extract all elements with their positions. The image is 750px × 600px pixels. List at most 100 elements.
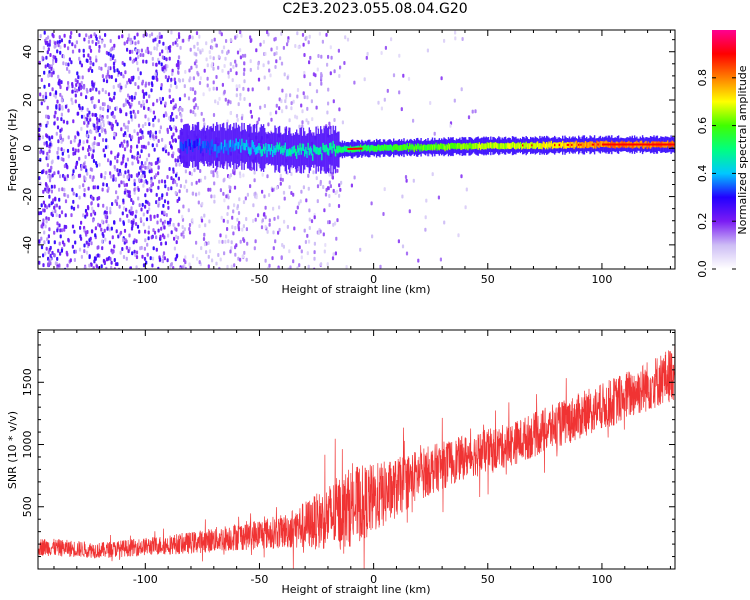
heatmap-cell bbox=[50, 189, 53, 194]
heatmap-cell bbox=[40, 203, 43, 208]
heatmap-cell bbox=[160, 241, 163, 246]
heatmap-cell bbox=[471, 143, 474, 150]
heatmap-cell bbox=[366, 145, 369, 152]
heatmap-cell bbox=[143, 106, 146, 110]
heatmap-cell bbox=[135, 209, 138, 214]
heatmap-cell bbox=[149, 51, 153, 56]
heatmap-cell bbox=[329, 45, 332, 50]
heatmap-cell bbox=[172, 98, 175, 103]
heatmap-cell bbox=[189, 76, 192, 81]
heatmap-cell bbox=[288, 149, 290, 157]
heatmap-cell bbox=[177, 176, 180, 181]
heatmap-cell bbox=[341, 146, 344, 153]
heatmap-cell bbox=[540, 143, 542, 149]
heatmap-cell bbox=[173, 125, 176, 129]
heatmap-cell bbox=[494, 142, 496, 148]
heatmap-cell bbox=[163, 219, 167, 224]
heatmap-cell bbox=[73, 87, 77, 91]
heatmap-cell bbox=[103, 175, 106, 180]
heatmap-cell bbox=[133, 187, 136, 192]
x-tick-label: 100 bbox=[591, 573, 612, 586]
heatmap-cell bbox=[125, 207, 128, 212]
heatmap-cell bbox=[283, 196, 286, 201]
heatmap-cell bbox=[154, 161, 157, 166]
heatmap-cell bbox=[103, 228, 106, 233]
heatmap-cell bbox=[86, 130, 89, 135]
heatmap-cell bbox=[296, 205, 299, 210]
heatmap-cell bbox=[53, 171, 56, 176]
heatmap-cell bbox=[125, 256, 128, 261]
heatmap-cell bbox=[333, 144, 336, 152]
heatmap-cell bbox=[192, 144, 194, 152]
heatmap-cell bbox=[47, 262, 50, 267]
heatmap-cell bbox=[66, 194, 70, 199]
heatmap-cell bbox=[300, 189, 303, 194]
heatmap-cell bbox=[78, 195, 81, 200]
heatmap-cell bbox=[434, 144, 436, 151]
heatmap-cell bbox=[643, 143, 645, 146]
heatmap-cell bbox=[121, 34, 124, 39]
heatmap-cell bbox=[502, 143, 504, 149]
heatmap-cell bbox=[223, 198, 226, 203]
heatmap-cell bbox=[118, 168, 122, 173]
heatmap-cell bbox=[230, 144, 233, 152]
heatmap-cell bbox=[180, 142, 183, 150]
heatmap-cell bbox=[503, 143, 506, 150]
heatmap-cell bbox=[234, 59, 237, 64]
heatmap-cell bbox=[117, 172, 120, 177]
heatmap-cell bbox=[159, 234, 162, 239]
heatmap-cell bbox=[209, 55, 212, 60]
heatmap-cell bbox=[199, 178, 202, 183]
heatmap-cell bbox=[326, 110, 329, 115]
heatmap-cell bbox=[614, 143, 616, 146]
heatmap-cell bbox=[264, 224, 267, 229]
heatmap-cell bbox=[449, 123, 452, 128]
heatmap-cell bbox=[188, 171, 191, 176]
heatmap-cell bbox=[102, 182, 105, 187]
heatmap-cell bbox=[131, 49, 134, 54]
heatmap-cell bbox=[241, 138, 243, 146]
heatmap-cell bbox=[475, 143, 477, 149]
heatmap-cell bbox=[484, 143, 486, 149]
heatmap-cell bbox=[367, 144, 370, 151]
heatmap-cell bbox=[116, 159, 119, 164]
heatmap-cell bbox=[490, 142, 492, 148]
heatmap-cell bbox=[431, 172, 434, 177]
heatmap-cell bbox=[162, 251, 166, 256]
heatmap-cell bbox=[340, 180, 343, 185]
heatmap-cell bbox=[225, 143, 227, 151]
heatmap-cell bbox=[89, 48, 93, 53]
heatmap-cell bbox=[303, 70, 306, 75]
heatmap-cell bbox=[230, 246, 233, 251]
heatmap-cell bbox=[45, 205, 49, 210]
heatmap-cell bbox=[172, 106, 175, 111]
heatmap-cell bbox=[454, 36, 457, 41]
heatmap-cell bbox=[126, 47, 129, 52]
heatmap-cell bbox=[346, 146, 348, 152]
heatmap-cell bbox=[155, 200, 158, 205]
heatmap-cell bbox=[667, 143, 669, 146]
heatmap-cell bbox=[653, 143, 655, 146]
heatmap-cell bbox=[281, 177, 284, 182]
heatmap-cell bbox=[220, 32, 223, 37]
heatmap-cell bbox=[98, 66, 101, 70]
heatmap-cell bbox=[61, 106, 64, 111]
heatmap-cell bbox=[315, 176, 318, 181]
heatmap-cell bbox=[123, 139, 126, 144]
heatmap-cell bbox=[242, 224, 245, 229]
heatmap-cell bbox=[640, 143, 643, 146]
heatmap-cell bbox=[327, 220, 330, 225]
heatmap-cell bbox=[440, 76, 443, 81]
heatmap-cell bbox=[198, 224, 201, 229]
heatmap-cell bbox=[143, 174, 146, 179]
heatmap-cell bbox=[70, 205, 73, 210]
heatmap-cell bbox=[91, 39, 94, 44]
heatmap-cell bbox=[170, 144, 173, 149]
heatmap-cell bbox=[113, 115, 116, 120]
heatmap-cell bbox=[59, 85, 62, 90]
heatmap-cell bbox=[67, 237, 70, 242]
heatmap-cell bbox=[181, 107, 184, 112]
heatmap-cell bbox=[349, 147, 352, 150]
heatmap-cell bbox=[404, 144, 406, 151]
heatmap-cell bbox=[90, 201, 93, 206]
